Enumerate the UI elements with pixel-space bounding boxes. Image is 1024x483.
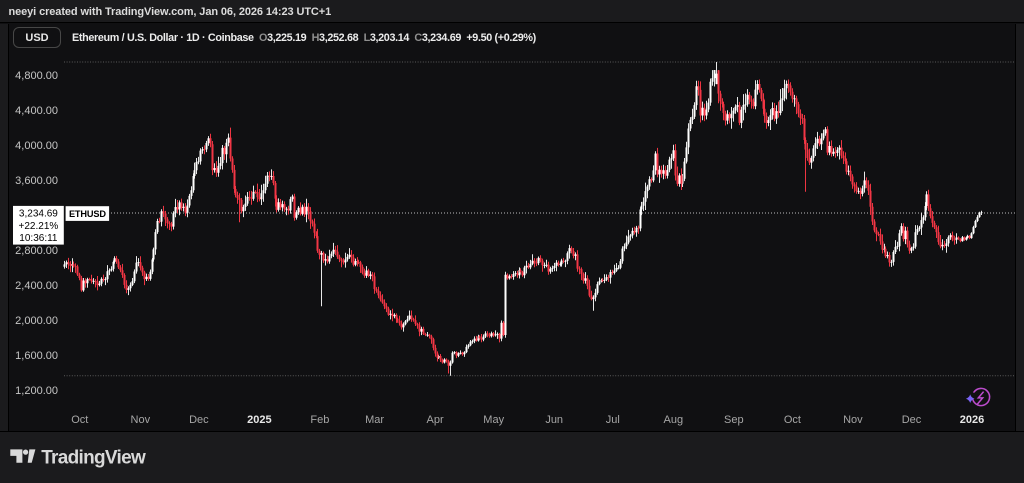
svg-text:1,600.00: 1,600.00 bbox=[15, 350, 58, 362]
svg-text:1,200.00: 1,200.00 bbox=[15, 385, 58, 397]
svg-text:Jun: Jun bbox=[545, 414, 563, 426]
svg-text:10:36:11: 10:36:11 bbox=[19, 233, 58, 244]
svg-text:2,800.00: 2,800.00 bbox=[15, 245, 58, 257]
svg-text:Mar: Mar bbox=[365, 414, 384, 426]
svg-text:3,600.00: 3,600.00 bbox=[15, 175, 58, 187]
svg-text:2025: 2025 bbox=[247, 414, 271, 426]
svg-text:Apr: Apr bbox=[427, 414, 444, 426]
svg-text:4,800.00: 4,800.00 bbox=[15, 70, 58, 82]
svg-text:TradingView: TradingView bbox=[41, 447, 146, 468]
svg-text:Feb: Feb bbox=[310, 414, 329, 426]
svg-text:2026: 2026 bbox=[960, 414, 984, 426]
svg-text:Nov: Nov bbox=[843, 414, 863, 426]
svg-text:Nov: Nov bbox=[131, 414, 151, 426]
svg-text:Dec: Dec bbox=[189, 414, 209, 426]
svg-text:4,000.00: 4,000.00 bbox=[15, 140, 58, 152]
svg-text:Jul: Jul bbox=[606, 414, 620, 426]
svg-text:4,400.00: 4,400.00 bbox=[15, 105, 58, 117]
svg-text:3,234.69: 3,234.69 bbox=[19, 209, 58, 220]
svg-text:Sep: Sep bbox=[724, 414, 744, 426]
svg-text:Oct: Oct bbox=[784, 414, 801, 426]
svg-text:ETHUSD: ETHUSD bbox=[69, 209, 106, 219]
svg-text:2,400.00: 2,400.00 bbox=[15, 280, 58, 292]
svg-text:2,000.00: 2,000.00 bbox=[15, 315, 58, 327]
svg-text:Dec: Dec bbox=[902, 414, 922, 426]
svg-text:May: May bbox=[483, 414, 504, 426]
svg-text:+22.21%: +22.21% bbox=[19, 221, 59, 232]
svg-text:Aug: Aug bbox=[664, 414, 684, 426]
svg-text:Oct: Oct bbox=[71, 414, 88, 426]
